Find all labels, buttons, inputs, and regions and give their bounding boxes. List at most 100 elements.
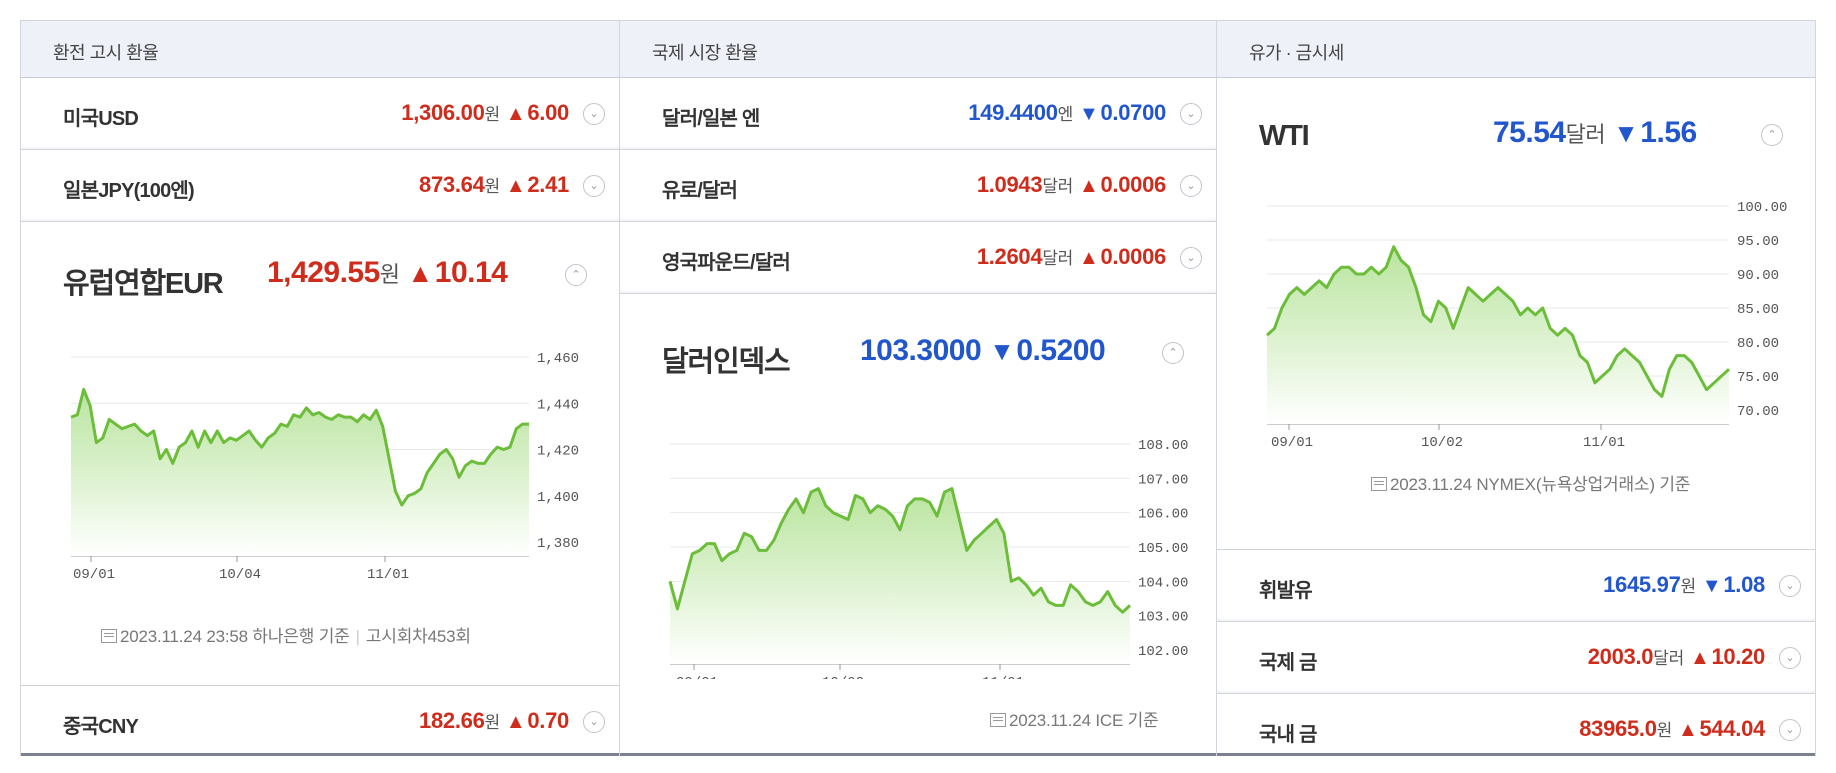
panel-header: 국제 시장 환율	[620, 20, 1216, 78]
rate-row-eurusd[interactable]: 유로/달러 1.0943달러 ▲0.0006 ⌄	[620, 150, 1216, 222]
y-tick-label: 103.00	[1138, 610, 1188, 626]
panel-title: 환전 고시 환율	[53, 43, 159, 63]
price-row-gasoline[interactable]: 휘발유 1645.97원 ▼1.08 ⌄	[1217, 550, 1815, 622]
rate-change: 6.00	[527, 100, 569, 125]
chevron-down-icon[interactable]: ⌄	[1180, 247, 1202, 269]
rate-change: 0.5200	[1016, 334, 1106, 367]
price-change: 1.08	[1723, 572, 1765, 597]
rate-row-cny[interactable]: 중국CNY 182.66원 ▲0.70 ⌄	[21, 686, 619, 756]
price-change: 10.20	[1711, 644, 1765, 669]
chevron-down-icon[interactable]: ⌄	[1180, 103, 1202, 125]
x-tick-label: 10/04	[219, 567, 261, 583]
rate-value: 1,306.00	[401, 100, 485, 125]
y-tick-label: 1,380	[537, 536, 579, 552]
rate-value: 182.66	[419, 708, 485, 733]
currency-value: 1.2604달러 ▲0.0006	[977, 244, 1166, 270]
rate-change: 10.14	[434, 256, 508, 289]
chevron-down-icon[interactable]: ⌄	[583, 711, 605, 733]
rate-detail-wti: WTI 75.54달러 ▼1.56 ⌃ 100.00 95.00 90.00 85.00…	[1217, 78, 1815, 550]
rate-row-gbpusd[interactable]: 영국파운드/달러 1.2604달러 ▲0.0006 ⌄	[620, 222, 1216, 294]
rate-value: 1.2604	[976, 244, 1043, 269]
panel-title: 유가 · 금시세	[1249, 43, 1344, 63]
x-tick-label: 11/01	[367, 567, 409, 583]
x-tick-label: 10/02	[1421, 435, 1463, 451]
rate-row-usdjpy[interactable]: 달러/일본 엔 149.4400엔 ▼0.0700 ⌄	[620, 78, 1216, 150]
rate-change: 2.41	[527, 172, 569, 197]
commodity-name: 국제 금	[1259, 652, 1317, 674]
source-label: ICE 기준	[1095, 711, 1159, 730]
price-row-gold-intl[interactable]: 국제 금 2003.0달러 ▲10.20 ⌄	[1217, 622, 1815, 694]
currency-value: 1.0943달러 ▲0.0006	[977, 172, 1166, 198]
rate-unit: 원	[484, 105, 501, 124]
divider	[21, 753, 619, 756]
exchange-notice-panel: 환전 고시 환율 미국USD 1,306.00원 ▲6.00 ⌄ 일본JPY(10…	[20, 20, 620, 756]
x-tick-label: 09/01	[676, 675, 718, 679]
currency-name: 중국CNY	[63, 716, 139, 738]
document-icon	[101, 629, 117, 643]
rate-detail-eur: 유럽연합EUR 1,429.55원 ▲10.14 ⌃ 1,460 1,440 1,42…	[21, 222, 619, 686]
chevron-down-icon[interactable]: ⌄	[1779, 575, 1801, 597]
y-tick-label: 1,400	[537, 490, 579, 506]
y-tick-label: 1,460	[537, 351, 579, 367]
rate-detail-dxy: 달러인덱스 103.3000 ▼0.5200 ⌃ 108.00 107.00 106.…	[620, 294, 1216, 756]
currency-name: 영국파운드/달러	[662, 252, 791, 274]
price-unit: 원	[1680, 577, 1697, 596]
rate-value: 1.0943	[976, 172, 1043, 197]
up-arrow-icon: ▲	[1689, 647, 1710, 669]
up-arrow-icon: ▲	[1079, 175, 1099, 197]
wti-chart: 100.00 95.00 90.00 85.00 80.00 75.00 70.00 09/0…	[1265, 200, 1787, 451]
x-tick-label: 09/01	[1271, 435, 1313, 451]
rate-change: 0.70	[527, 708, 569, 733]
up-arrow-icon: ▲	[1678, 719, 1698, 741]
divider	[1217, 753, 1815, 756]
price-value: 1645.97	[1603, 572, 1681, 597]
currency-value: 873.64원 ▲2.41	[419, 172, 569, 198]
intl-market-panel: 국제 시장 환율 달러/일본 엔 149.4400엔 ▼0.0700 ⌄ 유로/달…	[620, 20, 1217, 756]
commodity-value: 83965.0원 ▲544.04	[1579, 716, 1765, 742]
rate-row-usd[interactable]: 미국USD 1,306.00원 ▲6.00 ⌄	[21, 78, 619, 150]
chevron-down-icon[interactable]: ⌄	[583, 103, 605, 125]
document-icon	[1371, 477, 1387, 491]
rate-value: 103.3000	[860, 334, 982, 367]
price-value: 75.54	[1493, 116, 1566, 149]
currency-name: 달러인덱스	[662, 346, 791, 378]
rate-row-jpy[interactable]: 일본JPY(100엔) 873.64원 ▲2.41 ⌄	[21, 150, 619, 222]
chevron-up-icon[interactable]: ⌃	[1162, 342, 1184, 364]
commodity-name: WTI	[1259, 120, 1310, 152]
rate-value: 873.64	[419, 172, 485, 197]
area-fill	[71, 389, 529, 556]
currency-name: 유로/달러	[662, 180, 738, 202]
x-tick-label: 11/01	[982, 675, 1024, 679]
up-arrow-icon: ▲	[505, 711, 526, 733]
chevron-down-icon[interactable]: ⌄	[583, 175, 605, 197]
rate-value: 149.4400	[968, 100, 1058, 125]
chevron-down-icon[interactable]: ⌄	[1180, 175, 1202, 197]
source-label: NYMEX(뉴욕상업거래소) 기준	[1476, 475, 1691, 494]
price-row-gold-kr[interactable]: 국내 금 83965.0원 ▲544.04 ⌄	[1217, 694, 1815, 756]
rate-value: 1,429.55	[267, 256, 380, 289]
divider	[620, 753, 1216, 756]
y-tick-label: 107.00	[1138, 472, 1188, 488]
price-unit: 달러	[1653, 649, 1684, 668]
document-icon	[990, 713, 1006, 727]
commodity-value: 2003.0달러 ▲10.20	[1588, 644, 1766, 670]
panel-title: 국제 시장 환율	[652, 43, 758, 63]
source-date: 2023.11.24	[1390, 475, 1472, 494]
price-change: 1.56	[1640, 116, 1697, 149]
chevron-up-icon[interactable]: ⌃	[565, 264, 587, 286]
up-arrow-icon: ▲	[1079, 247, 1099, 269]
rate-unit: 엔	[1057, 105, 1074, 124]
source-bank: 하나은행 기준	[252, 627, 350, 646]
source-date: 2023.11.24	[1009, 711, 1091, 730]
chevron-down-icon[interactable]: ⌄	[1779, 647, 1801, 669]
currency-value: 182.66원 ▲0.70	[419, 708, 569, 734]
chevron-up-icon[interactable]: ⌃	[1761, 124, 1783, 146]
chevron-down-icon[interactable]: ⌄	[1779, 719, 1801, 741]
source-note: 2023.11.24 23:58 하나은행 기준 | 고시회차453회	[101, 622, 471, 647]
up-arrow-icon: ▲	[505, 175, 526, 197]
x-tick-label: 11/01	[1583, 435, 1625, 451]
oil-gold-panel: 유가 · 금시세 WTI 75.54달러 ▼1.56 ⌃ 100.00 95.00 9…	[1217, 20, 1816, 756]
separator: |	[355, 627, 360, 646]
commodity-name: 국내 금	[1259, 724, 1317, 746]
y-tick-label: 108.00	[1138, 438, 1188, 454]
